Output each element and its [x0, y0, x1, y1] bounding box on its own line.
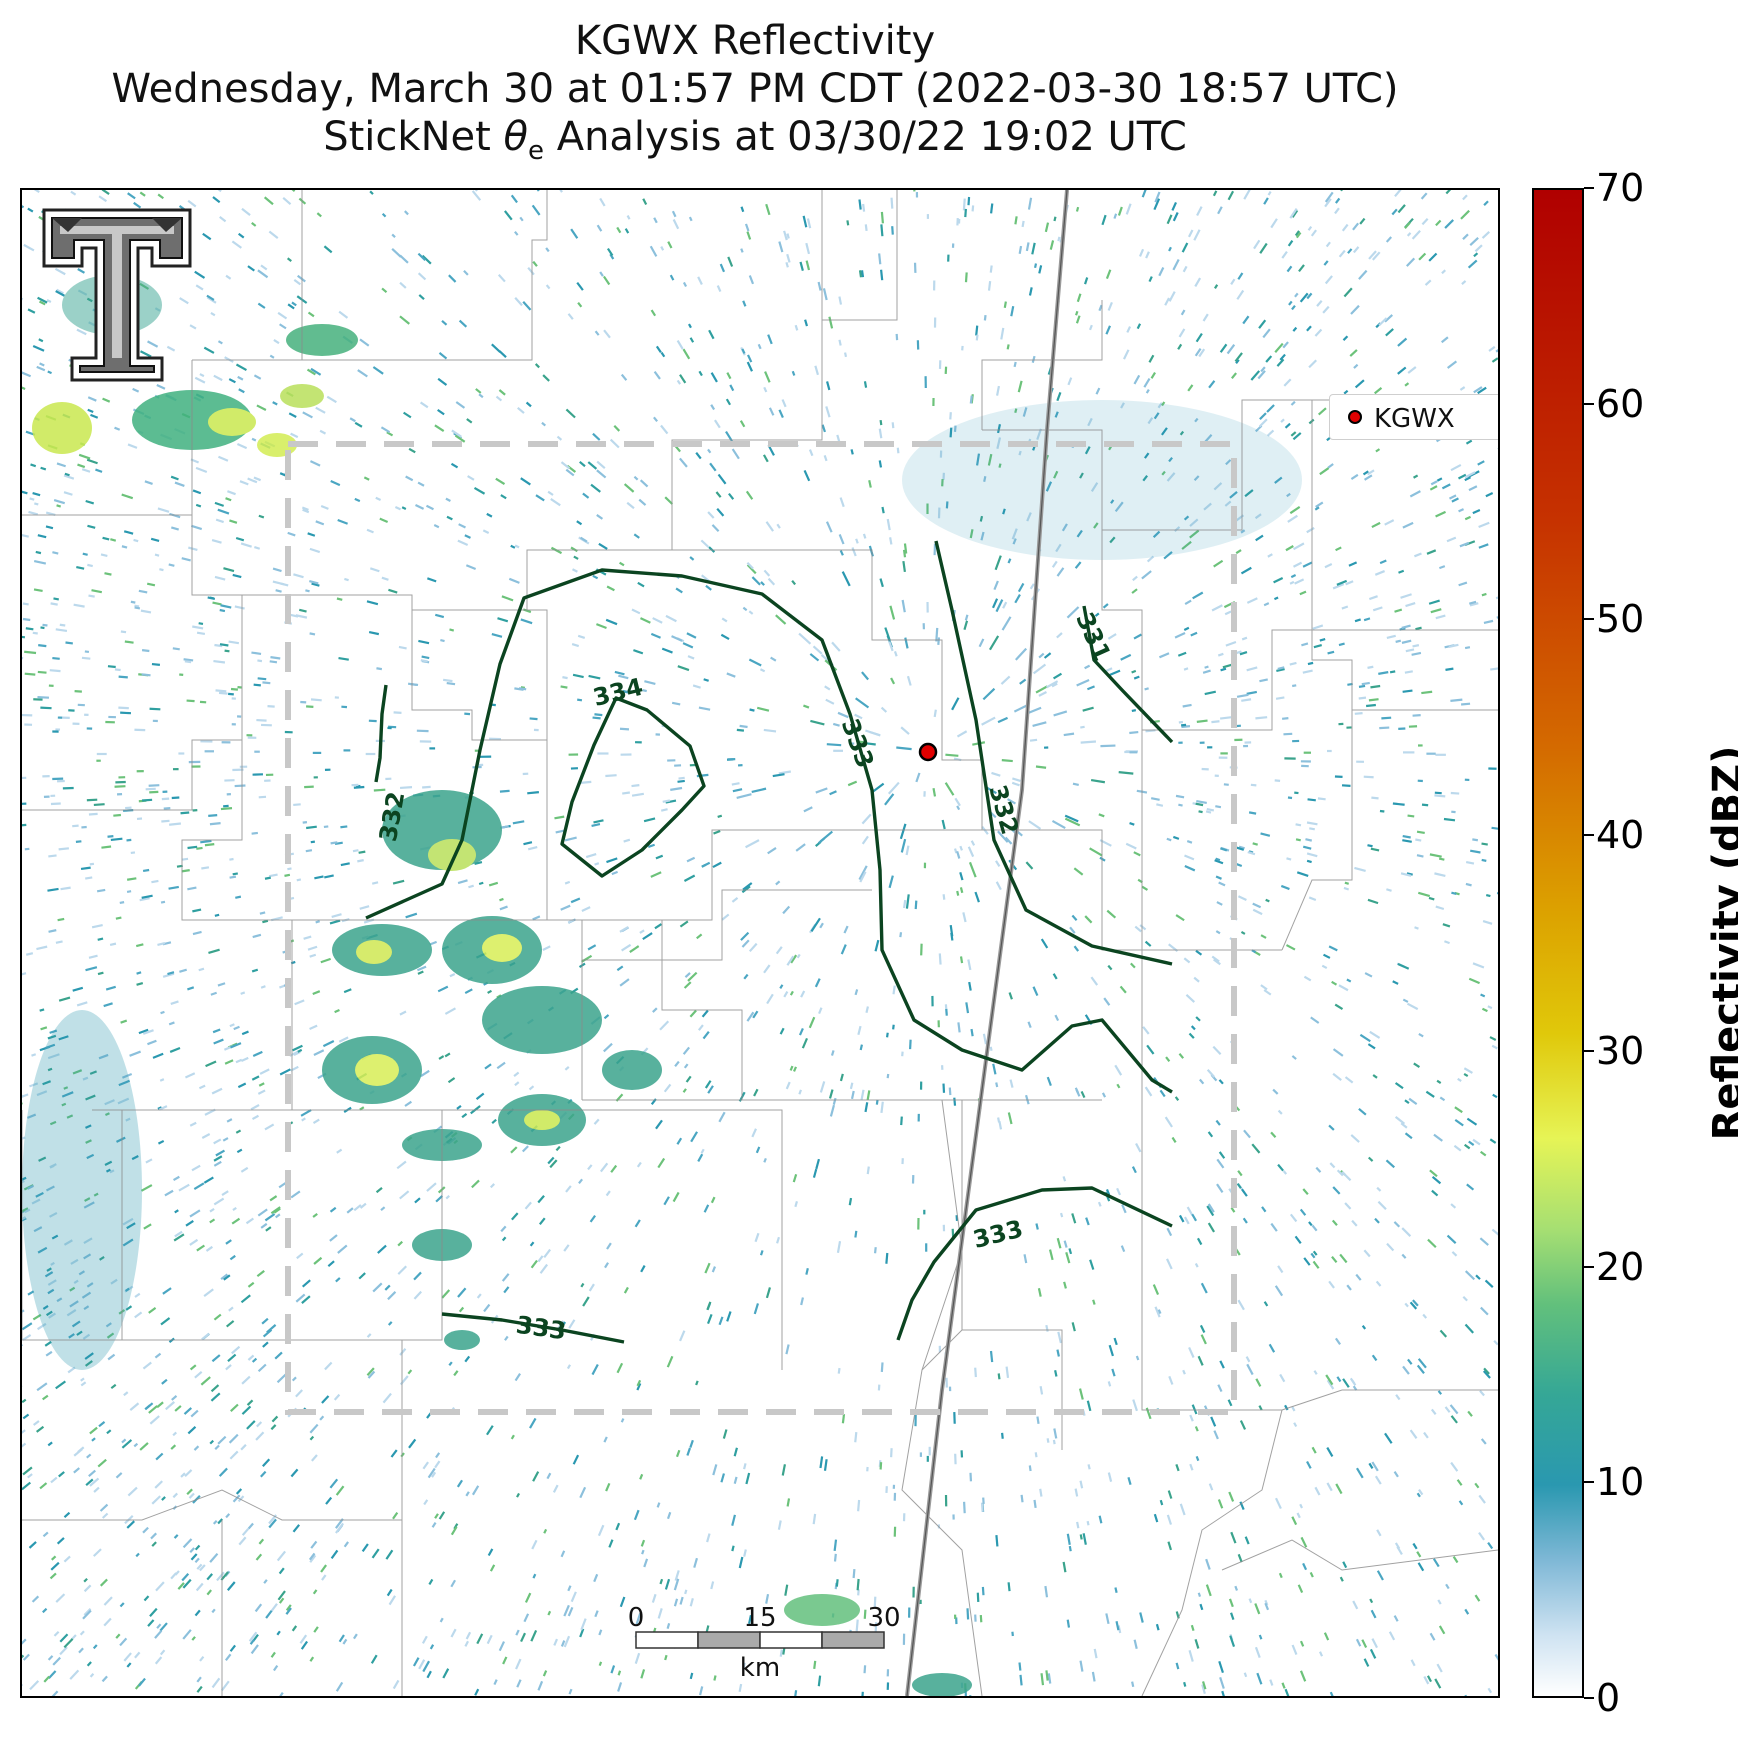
colorbar-tick	[1584, 1481, 1594, 1484]
colorbar-tick	[1584, 618, 1594, 621]
radar-echoes	[22, 190, 1498, 1696]
contour-label-332-east: 332	[983, 782, 1024, 838]
colorbar-tick	[1584, 1265, 1594, 1268]
title-line-3-prefix: StickNet	[323, 114, 504, 160]
colorbar-tick	[1584, 1049, 1594, 1052]
colorbar-tick	[1584, 187, 1594, 189]
title-line-3-suffix: Analysis at 03/30/22 19:02 UTC	[543, 114, 1187, 160]
contour-label-333-north: 333	[836, 715, 879, 772]
interstate-highway	[905, 190, 1069, 1696]
colorbar-tick-label: 30	[1596, 1028, 1645, 1073]
theta-symbol: θ	[503, 114, 528, 160]
texas-tech-logo	[42, 208, 192, 382]
radar-map-canvas: 334 333 333 333 332 332 331 0 15 30 km	[22, 190, 1498, 1696]
county-boundaries	[22, 190, 1498, 1696]
scale-unit: km	[740, 1653, 780, 1683]
colorbar-tick-label: 20	[1596, 1244, 1645, 1289]
colorbar-tick-label: 40	[1596, 813, 1645, 858]
legend-marker-icon	[1348, 410, 1362, 424]
legend-label: KGWX	[1374, 404, 1455, 434]
colorbar-tick	[1584, 834, 1594, 837]
colorbar-tick-label: 50	[1596, 597, 1645, 642]
scale-label-0: 0	[628, 1603, 645, 1633]
colorbar-tick	[1584, 1697, 1594, 1699]
contour-label-333-south: 333	[514, 1311, 568, 1346]
theta-e-contours	[365, 540, 1174, 1344]
colorbar-label: Reflectivity (dBZ)	[1705, 745, 1738, 1141]
title-line-1: KGWX Reflectivity	[574, 18, 936, 64]
map-legend: KGWX	[1329, 394, 1498, 440]
title-line-3: StickNet θe Analysis at 03/30/22 19:02 U…	[0, 114, 1510, 166]
contour-label-333-east: 333	[970, 1215, 1025, 1254]
radar-map[interactable]: 334 333 333 333 332 332 331 0 15 30 km	[20, 188, 1500, 1698]
colorbar-tick-label: 60	[1596, 381, 1645, 426]
reflectivity-colorbar	[1532, 188, 1584, 1698]
scale-label-30: 30	[867, 1603, 900, 1633]
colorbar-tick	[1584, 402, 1594, 405]
colorbar-tick-label: 10	[1596, 1460, 1645, 1505]
contour-label-331: 331	[1070, 608, 1116, 665]
colorbar-tick-label: 0	[1596, 1676, 1621, 1720]
kgwx-radar-site[interactable]	[918, 742, 938, 762]
colorbar-tick-label: 70	[1596, 166, 1645, 210]
title-line-2: Wednesday, March 30 at 01:57 PM CDT (202…	[111, 66, 1399, 112]
scale-bar: 0 15 30 km	[628, 1603, 901, 1683]
scale-label-15: 15	[743, 1603, 776, 1633]
theta-subscript: e	[527, 136, 544, 166]
